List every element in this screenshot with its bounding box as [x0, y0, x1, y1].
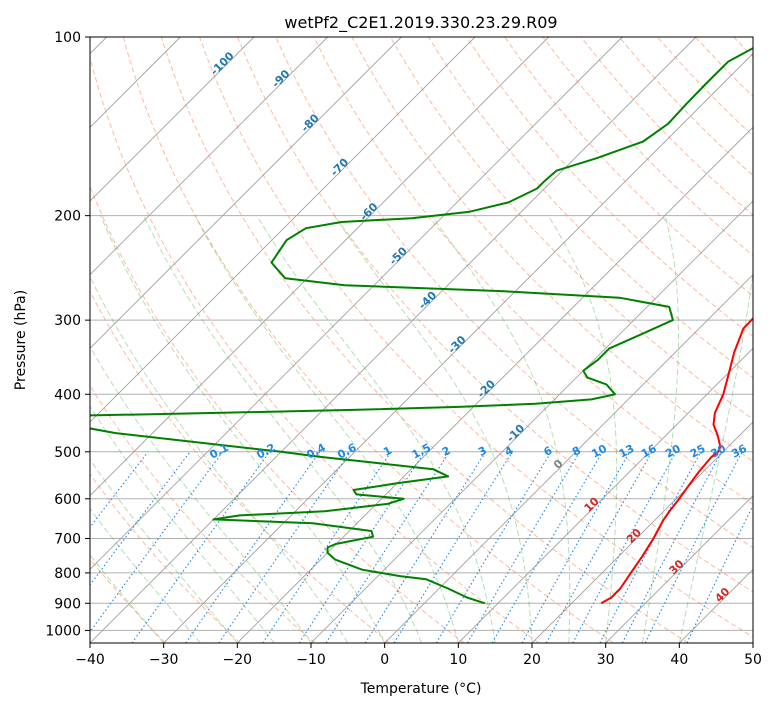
dry-adiabat [90, 185, 465, 643]
mixing-ratio-line [218, 451, 351, 643]
mixing-ratio-line [90, 451, 191, 586]
y-tick-label: 300 [54, 313, 81, 329]
mixing-ratio-line [262, 451, 392, 643]
moist-adiabat [90, 345, 312, 643]
dry-adiabat [504, 37, 753, 297]
mixing-ratio-line [435, 451, 552, 643]
x-tick-label: 0 [380, 652, 389, 668]
y-tick-label: 1000 [45, 623, 81, 639]
dry-adiabat [122, 37, 614, 643]
y-tick-label: 600 [54, 492, 81, 508]
mixing-ratio-label: 13 [617, 442, 637, 461]
moist-adiabat [90, 554, 165, 643]
isotherm-line [310, 200, 753, 643]
isotherm-line [90, 37, 402, 349]
mixing-ratio-line [572, 451, 677, 643]
x-tick-label: 50 [744, 652, 762, 668]
mixing-ratio-line [599, 451, 702, 643]
moist-adiabat [90, 275, 349, 643]
mixing-ratio-label: 36 [729, 442, 749, 461]
mixing-ratio-line [545, 451, 653, 643]
moist-adiabat [194, 215, 459, 643]
moist-adiabat [256, 215, 496, 643]
mixing-ratio-line [90, 451, 224, 633]
dry-adiabat [351, 37, 753, 463]
isotherm-line [531, 421, 753, 643]
chart-title: wetPf2_C2E1.2019.330.23.29.R09 [284, 13, 557, 33]
dry-adiabat [275, 37, 753, 549]
dry-adiabat [427, 37, 753, 379]
plot-frame [89, 36, 754, 644]
y-tick-label: 700 [54, 532, 81, 548]
isotherm-line [237, 126, 753, 643]
plot-area [90, 37, 753, 643]
isotherm-line [90, 37, 623, 570]
mixing-ratio-line [644, 451, 743, 643]
dry-adiabat [90, 473, 241, 643]
y-tick-label: 500 [54, 445, 81, 461]
dry-adiabat [90, 290, 390, 643]
mixing-ratio-label: 10 [589, 442, 609, 461]
isotherm-line [458, 347, 753, 643]
plot-lines [90, 46, 753, 605]
moist-adiabat [90, 458, 238, 643]
dry-adiabat [237, 37, 753, 593]
x-tick-label: −40 [75, 652, 105, 668]
mixing-ratio-label: 16 [639, 442, 659, 461]
moist-adiabat [333, 215, 533, 643]
isotherm-line [90, 37, 697, 643]
mixing-ratio-line [131, 451, 271, 643]
temperature-profile [600, 316, 753, 605]
x-tick-label: −10 [296, 652, 326, 668]
isotherm-line [605, 495, 753, 643]
x-tick-label: 40 [670, 652, 688, 668]
mixing-ratio-line [521, 451, 631, 643]
x-tick-label: 30 [597, 652, 615, 668]
x-axis-title: Temperature (°C) [360, 681, 482, 697]
isotherm-line [90, 37, 328, 276]
y-tick-label: 800 [54, 566, 81, 582]
x-tick-label: −30 [149, 652, 179, 668]
dry-adiabat [90, 55, 540, 643]
mixing-ratio-label: 20 [663, 442, 683, 461]
mixing-ratio-line [364, 451, 487, 643]
isotherm-line [90, 37, 549, 497]
mixing-ratio-line [185, 451, 321, 643]
y-tick-label: 400 [54, 387, 81, 403]
mixing-ratio-label: 25 [688, 442, 708, 461]
mixing-ratio-line [325, 451, 451, 643]
dry-adiabat [90, 384, 316, 643]
isotherm-line [90, 37, 255, 202]
x-tick-label: 20 [523, 652, 541, 668]
moist-adiabat [431, 215, 571, 643]
moist-adiabat [642, 215, 679, 643]
dry-adiabat [199, 37, 753, 638]
isotherm-line [384, 274, 753, 643]
y-tick-label: 200 [54, 209, 81, 225]
isotherm-line [163, 53, 753, 643]
x-tick-label: −20 [223, 652, 253, 668]
x-tick-label: 10 [449, 652, 467, 668]
y-tick-label: 900 [54, 596, 81, 612]
moist-adiabat [547, 215, 618, 643]
isotherm-line [90, 37, 476, 423]
moist-adiabat [678, 269, 753, 643]
axes: −40 −30 −20 −10 0 10 20 30 40 50 100 200 300 400 500 60… [45, 30, 762, 668]
y-tick-label: 100 [54, 30, 81, 46]
dry-adiabat [160, 37, 689, 643]
dry-adiabat [90, 558, 166, 643]
y-axis-title: Pressure (hPa) [13, 290, 29, 390]
mixing-ratio-label: 30 [709, 442, 729, 461]
dewpoint-profile [90, 46, 753, 605]
